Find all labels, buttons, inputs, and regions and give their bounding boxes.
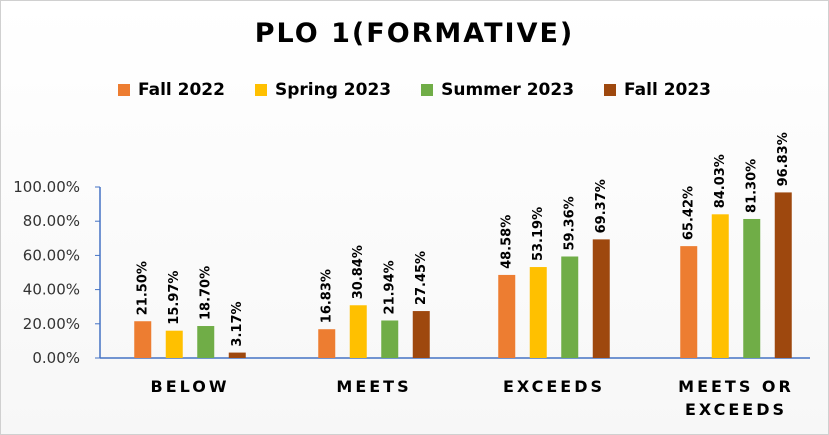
data-label: 18.70%: [199, 266, 214, 320]
data-label: 3.17%: [230, 301, 245, 346]
legend-item: Spring 2023: [254, 80, 392, 100]
y-tick-label: 20.00%: [23, 315, 80, 333]
data-label: 81.30%: [745, 159, 760, 213]
data-label: 65.42%: [682, 186, 697, 240]
x-category-label: EXCEEDS: [685, 400, 787, 419]
legend-item: Fall 2023: [604, 80, 711, 100]
legend-swatch: [421, 84, 434, 96]
legend-item: Fall 2022: [117, 80, 225, 100]
legend-swatch: [254, 84, 267, 96]
bar: [529, 267, 547, 358]
bar: [165, 330, 183, 358]
chart-legend: Fall 2022 Spring 2023 Summer 2023 Fall 2023: [0, 80, 829, 100]
bar: [498, 274, 516, 358]
x-category-label: MEETS OR: [678, 377, 794, 396]
bar: [134, 321, 152, 358]
legend-label: Fall 2023: [624, 80, 712, 100]
bar: [381, 320, 399, 358]
data-label: 15.97%: [167, 271, 182, 325]
legend-label: Summer 2023: [441, 80, 575, 100]
x-category-label: BELOW: [151, 377, 230, 396]
bar: [561, 256, 579, 358]
data-label: 16.83%: [320, 269, 335, 323]
bar: [412, 311, 430, 358]
data-label: 59.36%: [563, 196, 578, 250]
legend-swatch: [604, 84, 617, 96]
y-tick-label: 80.00%: [23, 212, 80, 230]
y-tick-label: 40.00%: [23, 281, 80, 299]
data-label: 27.45%: [414, 251, 429, 305]
data-label: 30.84%: [351, 245, 366, 299]
data-label: 53.19%: [531, 207, 546, 261]
bar: [592, 239, 610, 358]
bar: [318, 329, 336, 358]
data-label: 21.94%: [383, 260, 398, 314]
data-label: 96.83%: [776, 132, 791, 186]
y-tick-label: 60.00%: [23, 246, 80, 264]
bar: [680, 246, 698, 358]
legend-label: Fall 2022: [137, 80, 225, 100]
data-label: 48.58%: [500, 215, 515, 269]
legend-swatch: [117, 84, 130, 96]
x-category-label: EXCEEDS: [503, 377, 605, 396]
legend-label: Spring 2023: [274, 80, 392, 100]
y-tick-label: 0.00%: [32, 349, 80, 367]
chart-title: PLO 1(FORMATIVE): [254, 18, 575, 49]
bar: [711, 214, 729, 358]
data-label: 84.03%: [713, 154, 728, 208]
bar: [774, 192, 792, 358]
bar: [197, 326, 215, 358]
y-tick-label: 100.00%: [13, 178, 80, 196]
x-category-label: MEETS: [336, 377, 411, 396]
bar: [743, 218, 761, 358]
legend-item: Summer 2023: [421, 80, 574, 100]
bar: [228, 352, 246, 358]
bar: [349, 305, 367, 358]
data-label: 21.50%: [136, 261, 151, 315]
data-label: 69.37%: [594, 179, 609, 233]
